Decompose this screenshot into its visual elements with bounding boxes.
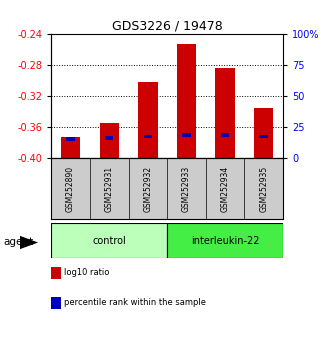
Bar [138,82,158,158]
Text: GSM252932: GSM252932 [143,165,152,212]
Bar [51,223,167,258]
Bar [167,223,283,258]
Bar [144,135,152,138]
Bar [177,44,196,158]
Title: GDS3226 / 19478: GDS3226 / 19478 [112,19,222,33]
Bar [260,135,268,138]
Bar [100,123,119,158]
Bar [254,108,273,158]
Text: GSM252935: GSM252935 [259,165,268,212]
Text: GSM252933: GSM252933 [182,165,191,212]
Text: GSM252931: GSM252931 [105,165,114,212]
Bar [66,137,75,141]
Polygon shape [20,236,38,249]
Text: percentile rank within the sample: percentile rank within the sample [64,298,206,307]
Bar [182,133,191,137]
Text: log10 ratio: log10 ratio [64,268,109,277]
Text: GSM252934: GSM252934 [220,165,230,212]
Text: GSM252890: GSM252890 [66,165,75,212]
Bar [105,136,114,139]
Text: control: control [92,236,126,246]
Bar [215,68,235,158]
Text: interleukin-22: interleukin-22 [191,236,259,246]
Bar [221,133,229,137]
Text: agent: agent [3,238,33,247]
Bar [61,137,80,158]
